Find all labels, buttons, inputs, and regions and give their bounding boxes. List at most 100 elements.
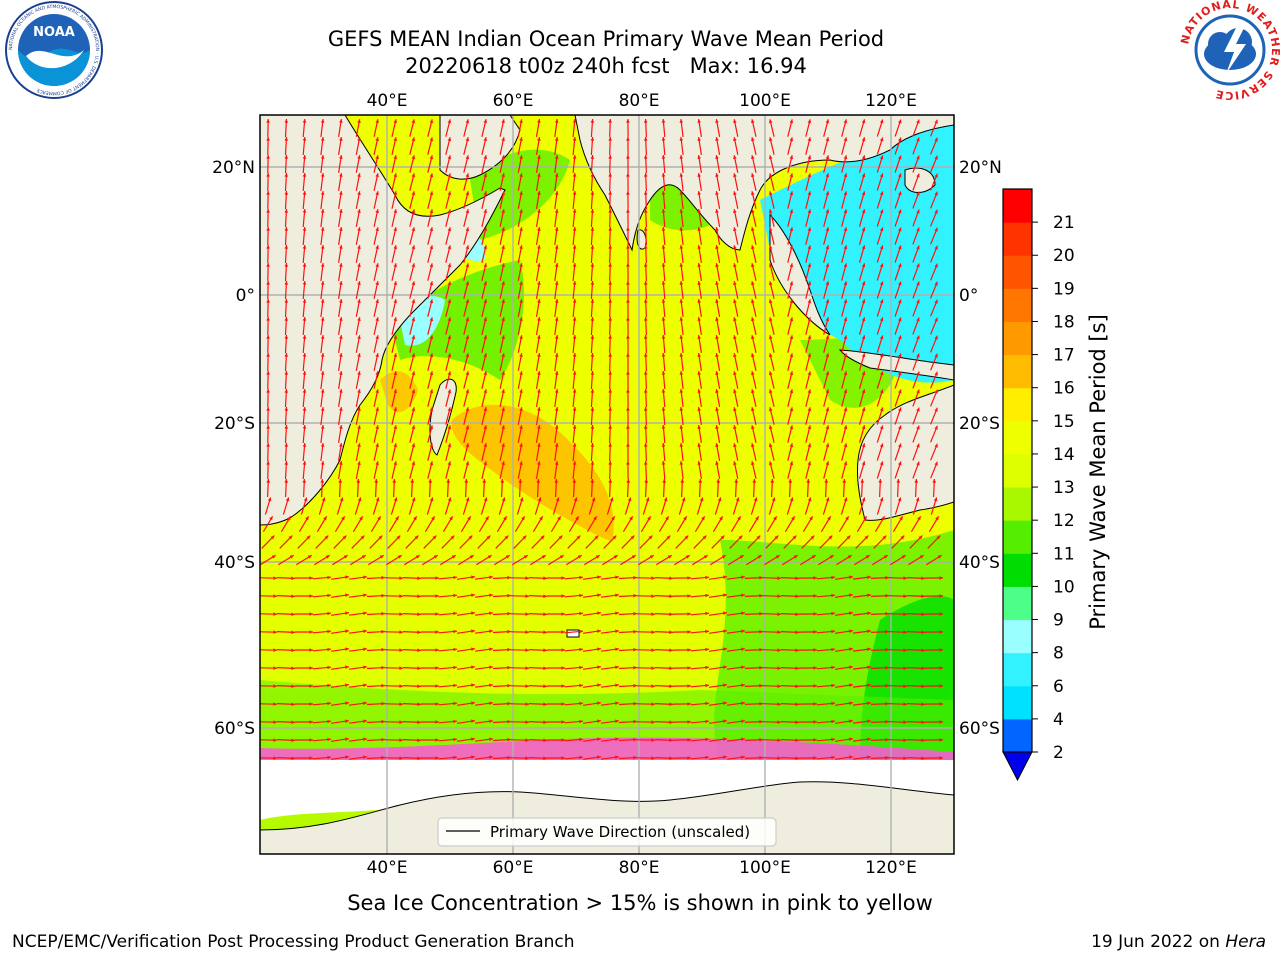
wave-arrow [643,280,648,300]
wave-arrow [640,515,652,533]
wave-arrow [762,576,782,580]
wave-arrow [888,630,908,634]
wave-arrow [654,738,674,743]
wave-arrow [517,191,523,209]
wave-arrow [583,575,601,580]
wave-arrow [672,630,692,634]
wave-arrow [384,738,404,742]
wave-arrow [732,497,740,515]
wave-arrow [876,191,884,209]
wave-arrow [295,554,313,566]
wave-arrow [462,497,470,515]
wave-arrow [823,263,830,281]
wave-arrow [427,371,434,389]
wave-arrow [421,554,439,566]
wave-arrow [554,263,559,281]
wave-arrow [535,425,541,443]
wave-arrow [747,535,761,549]
wave-arrow [817,554,835,566]
wave-arrow [445,155,452,173]
wave-arrow [409,425,416,443]
wave-arrow [499,299,505,317]
wave-arrow [302,334,307,354]
wave-arrow [601,665,619,670]
wave-arrow [762,666,782,670]
wave-arrow [482,478,487,498]
wave-arrow [338,353,343,371]
wave-arrow [391,389,397,407]
wave-arrow [421,630,439,634]
wave-arrow [352,515,364,533]
wave-arrow [727,575,745,580]
wave-arrow [798,576,818,580]
wave-arrow [715,442,721,462]
wave-arrow [427,155,434,173]
wave-arrow [402,648,422,653]
wave-arrow [608,298,612,318]
wave-arrow [906,702,926,707]
legend-label: Primary Wave Direction (unscaled) [490,823,750,841]
wave-arrow [751,281,757,299]
wave-arrow [636,738,656,742]
wave-arrow [590,460,595,480]
wave-arrow [492,737,512,742]
wave-arrow [260,630,278,634]
wave-arrow [858,461,866,479]
wave-arrow [636,648,656,652]
wave-arrow [930,389,938,407]
wave-arrow [608,406,612,426]
wave-arrow [366,593,386,598]
wave-arrow [626,298,630,318]
wave-arrow [475,611,493,616]
wave-arrow [924,738,944,742]
wave-arrow [727,665,745,670]
wave-arrow [727,719,745,724]
wave-arrow [601,755,619,760]
wave-arrow [637,554,655,566]
wave-arrow [858,443,866,461]
wave-arrow [564,719,584,724]
wave-arrow [603,535,617,549]
wave-arrow [841,443,848,461]
wave-arrow [390,497,398,515]
wave-arrow [276,630,296,635]
wave-arrow [463,389,470,407]
wave-arrow [572,190,577,210]
wave-arrow [355,191,361,209]
wave-arrow [338,263,343,281]
wave-arrow [409,119,416,137]
wave-arrow [690,701,710,706]
wave-arrow [284,172,289,192]
wave-arrow [284,136,289,156]
colorbar-tick-label: 20 [1053,246,1075,266]
wave-arrow [264,497,272,515]
wave-arrow [925,554,943,566]
wave-arrow [320,137,325,155]
lon-tick-top-40: 40°E [367,91,408,111]
wave-arrow [499,371,505,389]
wave-arrow [798,720,818,724]
wave-arrow [780,630,800,635]
wave-arrow [284,190,289,210]
wave-arrow [384,666,404,670]
wave-arrow [510,630,530,634]
wave-arrow [266,316,270,336]
wave-arrow [841,137,848,155]
wave-arrow [499,443,505,461]
wave-arrow [374,478,379,498]
wave-arrow [768,155,775,173]
wave-arrow [565,554,583,566]
wave-arrow [801,535,815,549]
wave-arrow [912,335,920,353]
wave-arrow [643,424,648,444]
wave-arrow [583,737,601,742]
wave-arrow [564,575,584,580]
wave-arrow [733,173,739,191]
wave-arrow [409,173,416,191]
wave-arrow [495,535,509,549]
wave-arrow [349,575,367,580]
wave-arrow [384,612,404,616]
wave-arrow [391,317,397,335]
colorbar-segment [1003,255,1032,289]
wave-arrow [824,478,829,498]
